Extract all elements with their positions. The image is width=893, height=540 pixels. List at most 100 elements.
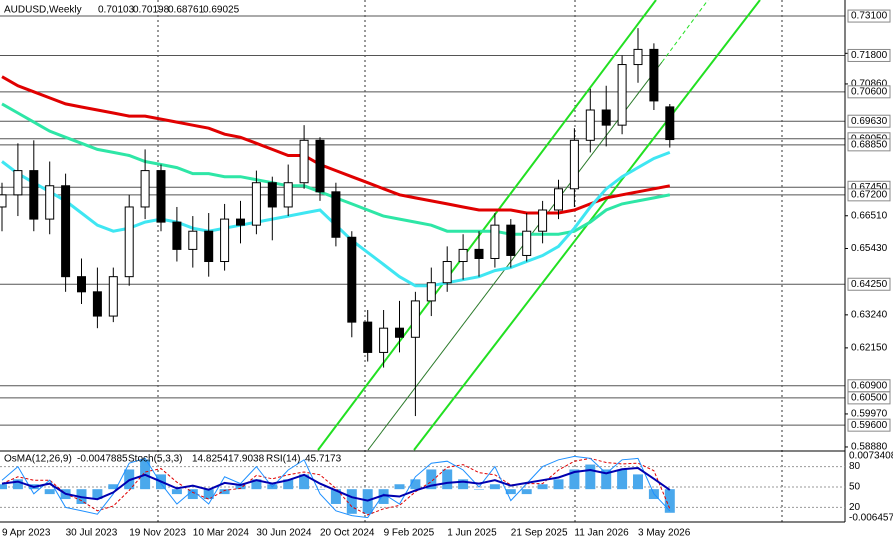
level-label-box	[847, 277, 891, 291]
candle-body	[61, 185, 71, 278]
candle-body	[426, 282, 436, 302]
osma-bar	[330, 489, 341, 504]
y-tick-label: 0.58880	[851, 442, 888, 453]
osma-bar	[489, 484, 500, 490]
stoch_signal-line	[1, 457, 671, 516]
level-label: 0.68850	[851, 139, 888, 150]
candle-body	[156, 170, 166, 223]
osma-bar	[283, 479, 294, 490]
osma-bar	[0, 484, 7, 490]
level-label: 0.59600	[851, 420, 888, 431]
osma-bar	[108, 484, 119, 490]
candle-body	[569, 139, 579, 190]
osma-bar	[505, 489, 516, 495]
candle-body	[585, 109, 595, 141]
symbol-title: AUDUSD,Weekly	[4, 5, 82, 16]
candle-body	[522, 230, 532, 256]
stoch-name: Stoch(5,3,3)	[128, 454, 182, 465]
y-tick-label: 0.70860	[851, 79, 888, 90]
osma-bar	[203, 489, 214, 500]
candle-body	[538, 209, 548, 232]
osc-tick-label: 20	[849, 502, 861, 513]
candle-body	[172, 221, 182, 250]
rsi-value: 45.7173	[305, 454, 342, 465]
rsi-line	[1, 466, 671, 502]
osma-bar	[569, 469, 580, 490]
candle-body	[315, 139, 325, 193]
candle-body	[331, 191, 341, 238]
y-tick-label: 0.66510	[851, 210, 888, 221]
level-label-box	[847, 418, 891, 432]
x-tick-label: 30 Jul 2023	[66, 528, 118, 539]
candle-body	[251, 182, 261, 226]
x-tick-label: 19 Nov 2023	[129, 528, 186, 539]
osma-bar	[315, 489, 325, 490]
candle-body	[490, 224, 500, 259]
candle-body	[108, 276, 118, 317]
osma-bar	[187, 489, 198, 500]
osma-bar	[235, 484, 246, 490]
candle-body	[204, 230, 214, 263]
candle-body	[220, 218, 230, 263]
osma-bar	[664, 489, 675, 513]
level-label-box	[847, 391, 891, 405]
osma-bar	[537, 484, 548, 490]
osc-tick-label: 50	[849, 482, 861, 493]
osma-bar	[410, 479, 421, 490]
candle-body	[506, 224, 516, 256]
y-tick-label: 0.65430	[851, 243, 888, 254]
level-label-box	[847, 114, 891, 128]
level-label: 0.67200	[851, 189, 888, 200]
x-tick-label: 20 Oct 2024	[320, 528, 375, 539]
last-close: 0.69025	[203, 5, 240, 16]
candle-body	[665, 106, 675, 141]
candle-body	[13, 170, 23, 196]
candle-body	[45, 185, 55, 220]
osma-max-label: 0.0073408	[849, 451, 893, 462]
level-label-box	[847, 48, 891, 62]
candle-body	[363, 321, 373, 353]
candle-body	[188, 230, 198, 250]
last-open: 0.70103	[98, 5, 135, 16]
level-label-box	[847, 188, 891, 202]
candle-body	[347, 236, 357, 323]
osma-bar	[251, 479, 262, 490]
x-tick-label: 9 Feb 2025	[384, 528, 435, 539]
osma-bar	[12, 479, 23, 490]
osma-bar	[44, 489, 55, 495]
candle-body	[299, 139, 309, 184]
candle-body	[554, 188, 563, 211]
candle-body	[267, 182, 277, 208]
osma-bar	[394, 484, 405, 490]
x-tick-label: 21 Sep 2025	[511, 528, 568, 539]
candle-body	[236, 218, 245, 226]
rsi-name: RSI(14)	[266, 454, 300, 465]
osma-bar	[617, 469, 628, 490]
candle-body	[379, 327, 389, 353]
candle-body	[649, 48, 659, 102]
osma-bar	[474, 489, 484, 490]
x-tick-label: 30 Jun 2024	[256, 528, 311, 539]
level-label: 0.60500	[851, 393, 888, 404]
candle-body	[77, 276, 86, 293]
levels	[0, 15, 845, 426]
osma-bar	[426, 469, 437, 490]
level-label: 0.60900	[851, 380, 888, 391]
x-tick-label: 10 Mar 2024	[193, 528, 250, 539]
osma-value: -0.0047885	[77, 454, 128, 465]
level-label: 0.70600	[851, 86, 888, 97]
channel-mid-line	[661, 0, 709, 63]
stoch-line	[1, 455, 671, 519]
stoch-signal-value: 17.9038	[228, 454, 265, 465]
candle-body	[442, 261, 452, 284]
candle-body	[633, 48, 643, 66]
candle-body	[283, 182, 293, 208]
candle-body	[124, 206, 134, 278]
channel-mid-line	[367, 61, 663, 451]
osma-bar	[458, 479, 469, 490]
indicator-panel: 0.0073408 -0.006457 80 50 20	[0, 451, 893, 524]
stoch-value: 14.8254	[192, 454, 229, 465]
osma-bar	[171, 489, 182, 495]
x-tick-label: 1 Jun 2025	[447, 528, 497, 539]
level-label-box	[847, 9, 891, 23]
